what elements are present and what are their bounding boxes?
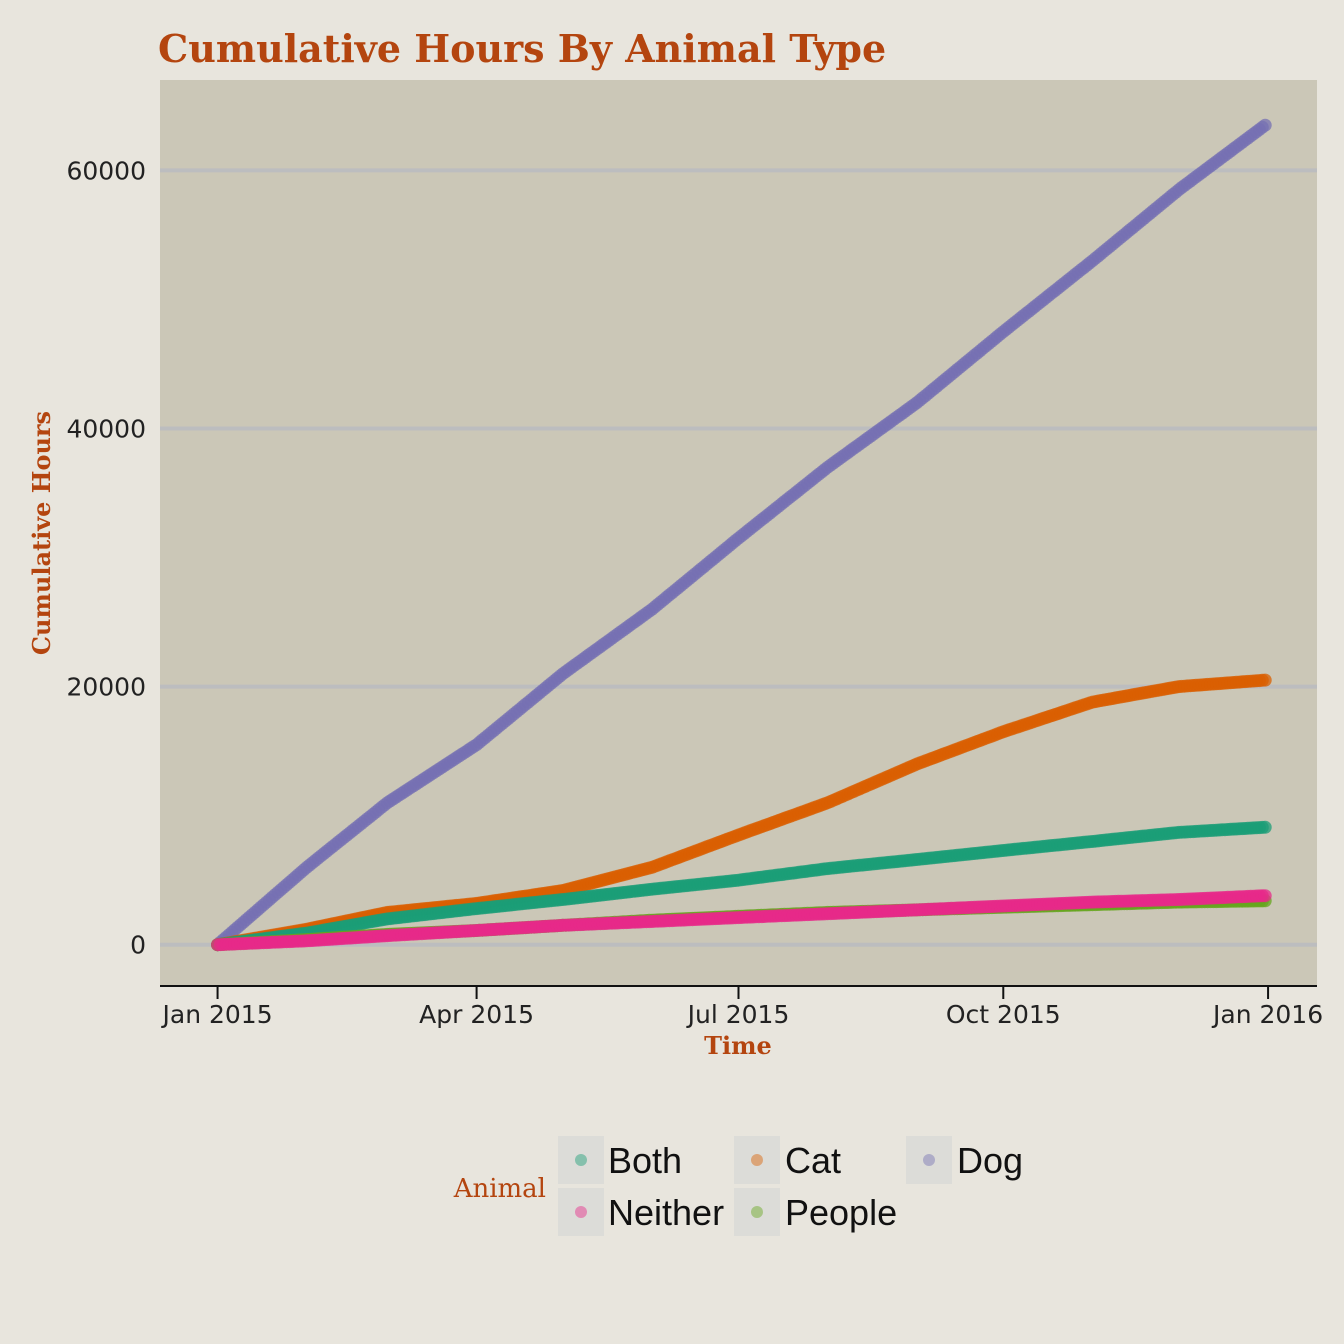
legend-label: People xyxy=(785,1192,897,1233)
y-gridlines xyxy=(160,168,1317,947)
legend-label: Both xyxy=(608,1140,682,1181)
x-axis-ticks: Jan 2015 Apr 2015 Jul 2015 Oct 2015 Jan 2016 xyxy=(161,986,1323,1029)
chart-title: Cumulative Hours By Animal Type xyxy=(158,26,886,71)
legend-swatch xyxy=(575,1154,587,1166)
data-points xyxy=(211,118,1272,952)
y-tick-label: 60000 xyxy=(66,156,146,185)
y-tick-label: 20000 xyxy=(66,673,146,702)
legend-title: Animal xyxy=(453,1174,546,1204)
legend-item-both: Both xyxy=(558,1136,682,1184)
legend-swatch xyxy=(923,1154,935,1166)
x-tick-label: Jan 2016 xyxy=(1211,1000,1323,1029)
data-point xyxy=(1258,673,1272,687)
legend-items: Both Cat Dog Neither People xyxy=(558,1136,1023,1236)
data-point xyxy=(1258,889,1272,903)
legend-item-people: People xyxy=(734,1188,897,1236)
series-neither-points xyxy=(211,889,1272,952)
y-tick-label: 0 xyxy=(130,931,146,960)
series-both-points xyxy=(211,820,1272,952)
legend-swatch xyxy=(751,1206,763,1218)
legend-key-box xyxy=(558,1188,604,1236)
data-point xyxy=(1258,820,1272,834)
y-axis-ticks: 0 20000 40000 60000 xyxy=(66,156,146,959)
legend-key-box xyxy=(906,1136,952,1184)
legend-label: Dog xyxy=(957,1140,1023,1181)
legend-label: Cat xyxy=(785,1140,841,1181)
x-tick-label: Jan 2015 xyxy=(161,1000,273,1029)
legend-item-dog: Dog xyxy=(906,1136,1023,1184)
legend-key-box xyxy=(558,1136,604,1184)
legend-swatch xyxy=(575,1206,587,1218)
series-dog-points xyxy=(211,118,1272,952)
x-tick-label: Oct 2015 xyxy=(946,1000,1061,1029)
legend-key-box xyxy=(734,1136,780,1184)
legend-item-cat: Cat xyxy=(734,1136,841,1184)
legend-swatch xyxy=(751,1154,763,1166)
x-tick-label: Jul 2015 xyxy=(686,1000,790,1029)
legend-label: Neither xyxy=(608,1192,724,1233)
legend-item-neither: Neither xyxy=(558,1188,724,1236)
x-tick-label: Apr 2015 xyxy=(419,1000,534,1029)
y-axis-title: Cumulative Hours xyxy=(27,411,56,655)
y-tick-label: 40000 xyxy=(66,414,146,443)
legend-key-box xyxy=(734,1188,780,1236)
x-axis-title: Time xyxy=(704,1031,772,1060)
legend: Animal Both Cat Dog Neither People xyxy=(453,1136,1023,1236)
data-point xyxy=(1258,118,1272,132)
